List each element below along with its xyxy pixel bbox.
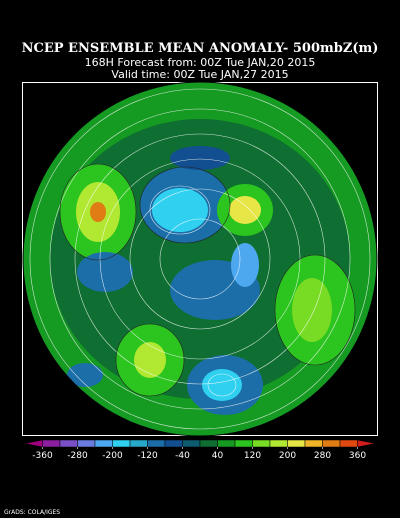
colorbar-label: 40	[212, 451, 224, 461]
colorbar-swatch	[287, 439, 306, 448]
colorbar-label: 200	[279, 451, 296, 461]
colorbar-label: -360	[32, 451, 53, 461]
anomaly-area	[134, 342, 166, 378]
anomaly-area	[90, 202, 106, 222]
anomaly-area	[67, 363, 103, 387]
credit: GrADS: COLA/IGES	[4, 509, 60, 516]
colorbar-swatch	[42, 439, 61, 448]
colorbar-swatch	[269, 439, 288, 448]
anomaly-area	[229, 196, 261, 224]
colorbar-swatch	[147, 439, 166, 448]
colorbar-label: -120	[137, 451, 158, 461]
anomaly-area	[170, 146, 230, 170]
title: NCEP ENSEMBLE MEAN ANOMALY- 500mbZ(m)	[22, 41, 379, 56]
colorbar-label: -40	[175, 451, 190, 461]
colorbar-swatch	[129, 439, 148, 448]
anomaly-area	[152, 188, 208, 232]
colorbar-swatch	[322, 439, 341, 448]
colorbar-label: 120	[244, 451, 261, 461]
colorbar-swatch	[199, 439, 218, 448]
colorbar-label: 360	[349, 451, 366, 461]
anomaly-area	[77, 252, 133, 292]
colorbar-swatch	[77, 439, 96, 448]
anomaly-area	[292, 278, 332, 342]
colorbar-swatch	[217, 439, 236, 448]
colorbar-swatch	[234, 439, 253, 448]
colorbar-swatch	[357, 439, 376, 448]
anomaly-area	[231, 243, 259, 287]
map	[23, 82, 377, 436]
colorbar-swatch	[94, 439, 113, 448]
colorbar: -360 -280 -200 -120 -40 40 120 200 280 360	[24, 439, 376, 461]
colorbar-swatch	[112, 439, 131, 448]
anomaly-contours	[59, 163, 356, 397]
forecast-line: 168H Forecast from: 00Z Tue JAN,20 2015	[85, 56, 316, 69]
colorbar-label: -280	[67, 451, 88, 461]
colorbar-swatch	[252, 439, 271, 448]
map-edge	[22, 81, 378, 437]
colorbar-swatch	[182, 439, 201, 448]
colorbar-swatch	[339, 439, 358, 448]
colorbar-swatch	[59, 439, 78, 448]
valid-line: Valid time: 00Z Tue JAN,27 2015	[111, 68, 288, 81]
colorbar-label: 280	[314, 451, 331, 461]
colorbar-swatch	[164, 439, 183, 448]
colorbar-label: -200	[102, 451, 123, 461]
colorbar-swatch	[304, 439, 323, 448]
